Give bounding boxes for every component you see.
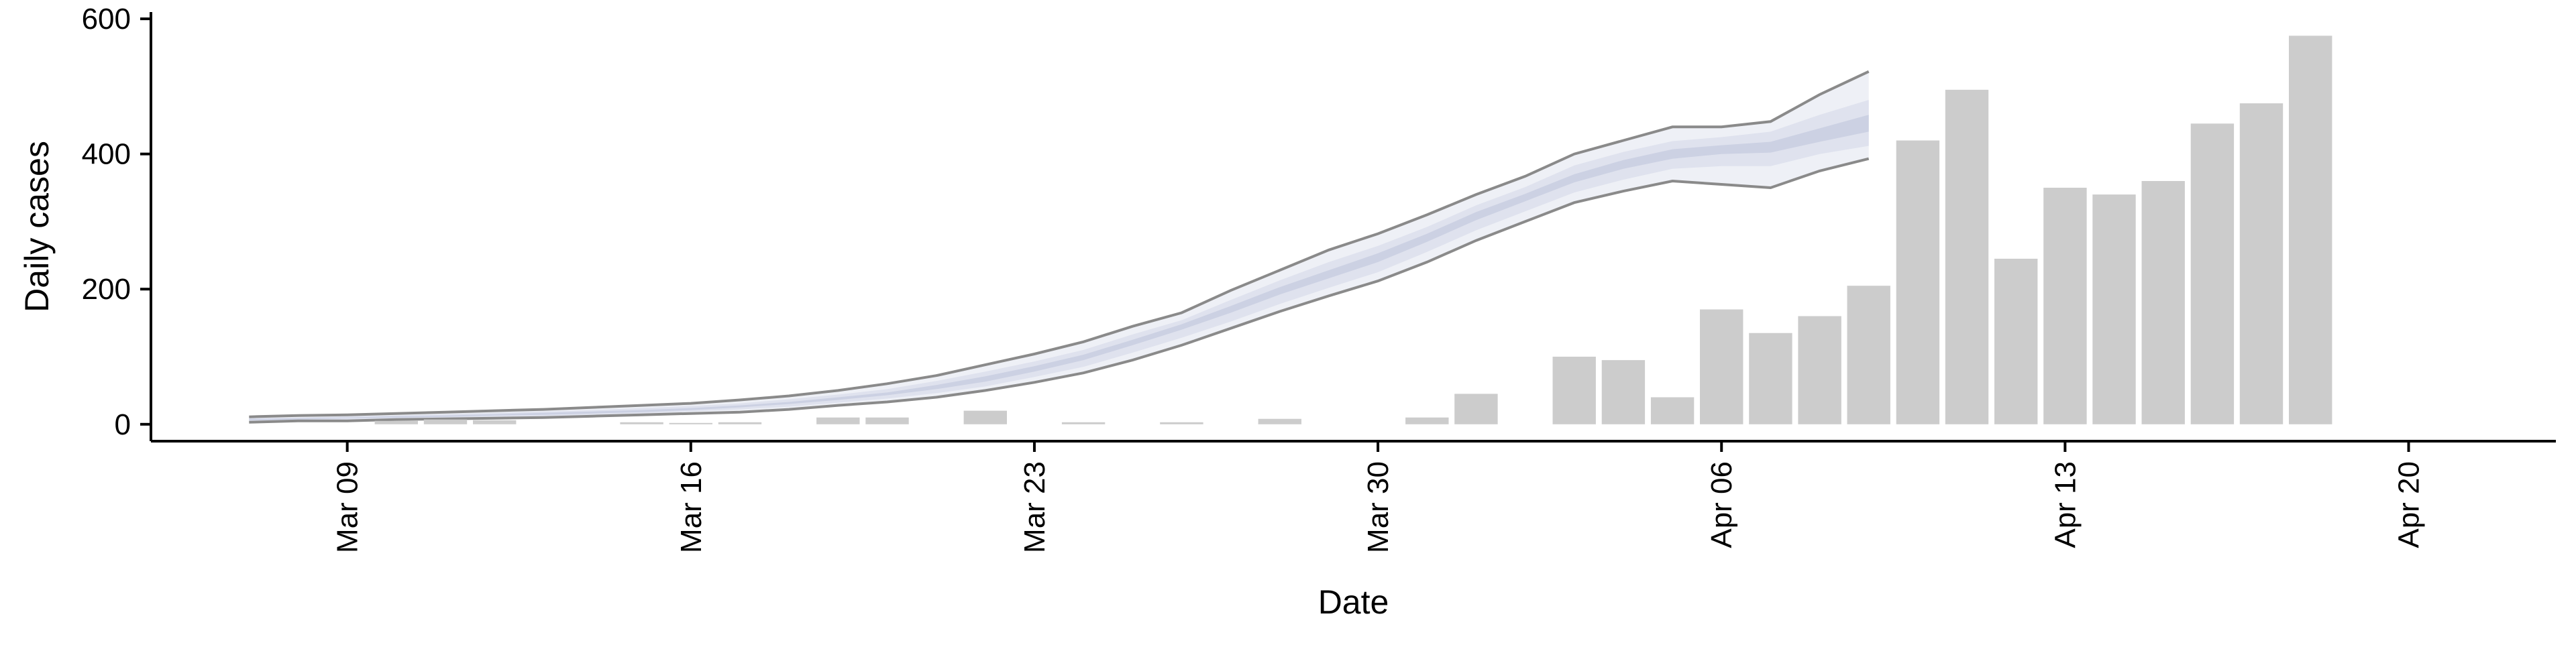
x-tick-label: Apr 20 xyxy=(2393,461,2426,548)
bar-2020-03-31 xyxy=(1405,417,1449,424)
bar-2020-03-12 xyxy=(473,420,517,424)
y-axis-title: Daily cases xyxy=(18,141,56,312)
bar-2020-04-03 xyxy=(1552,357,1596,424)
x-axis-title: Date xyxy=(1318,583,1389,621)
bar-2020-04-10 xyxy=(1896,140,1940,424)
bar-2020-03-11 xyxy=(423,419,468,424)
projection-layer xyxy=(249,70,1870,424)
bar-2020-04-17 xyxy=(2239,103,2284,424)
bar-2020-03-26 xyxy=(1160,422,1203,424)
bar-2020-03-19 xyxy=(816,417,860,424)
bar-2020-04-05 xyxy=(1650,397,1695,424)
bar-2020-03-20 xyxy=(865,417,909,424)
bar-2020-04-18 xyxy=(2289,36,2332,424)
projection-upper-line xyxy=(249,70,1870,418)
x-tick-label: Apr 06 xyxy=(1705,461,1738,548)
projection-lower-line xyxy=(249,157,1870,424)
y-tick-label: 600 xyxy=(82,3,131,36)
bar-2020-04-15 xyxy=(2141,181,2185,424)
bar-2020-04-06 xyxy=(1700,309,1743,424)
y-tick-label: 0 xyxy=(115,408,131,441)
bar-2020-03-15 xyxy=(620,422,663,424)
y-ticks: 0 200 400 600 xyxy=(82,3,151,441)
bars-layer xyxy=(374,36,2332,424)
bar-2020-03-28 xyxy=(1258,418,1301,424)
x-tick-label: Mar 23 xyxy=(1018,461,1051,553)
x-tick-label: Mar 16 xyxy=(675,461,708,553)
bar-2020-04-09 xyxy=(1847,286,1890,424)
bar-2020-04-14 xyxy=(2092,194,2136,424)
y-tick-label: 400 xyxy=(82,138,131,171)
bar-2020-03-10 xyxy=(374,420,418,424)
bar-2020-04-08 xyxy=(1798,316,1841,424)
bar-2020-04-13 xyxy=(2043,188,2087,424)
x-ticks: Mar 09 Mar 16 Mar 23 Mar 30 Apr 06 Apr 13 Apr … xyxy=(331,441,2426,553)
bar-2020-03-24 xyxy=(1061,422,1106,424)
projection-band-80 xyxy=(249,100,1869,421)
bar-2020-04-11 xyxy=(1945,89,1989,424)
bar-2020-03-16 xyxy=(669,422,712,424)
projection-band-95 xyxy=(249,71,1869,422)
axes-layer xyxy=(150,12,2556,443)
x-tick-label: Apr 13 xyxy=(2049,461,2082,548)
bar-2020-04-07 xyxy=(1749,333,1792,424)
bar-2020-04-04 xyxy=(1601,360,1646,424)
bar-2020-04-12 xyxy=(1994,258,2038,424)
bar-2020-03-17 xyxy=(718,422,762,424)
x-tick-label: Mar 30 xyxy=(1362,461,1395,553)
bar-2020-04-01 xyxy=(1454,394,1498,424)
x-tick-label: Mar 09 xyxy=(331,461,364,553)
bar-2020-03-22 xyxy=(963,410,1007,424)
bar-2020-04-16 xyxy=(2190,123,2235,424)
y-tick-label: 200 xyxy=(82,273,131,306)
